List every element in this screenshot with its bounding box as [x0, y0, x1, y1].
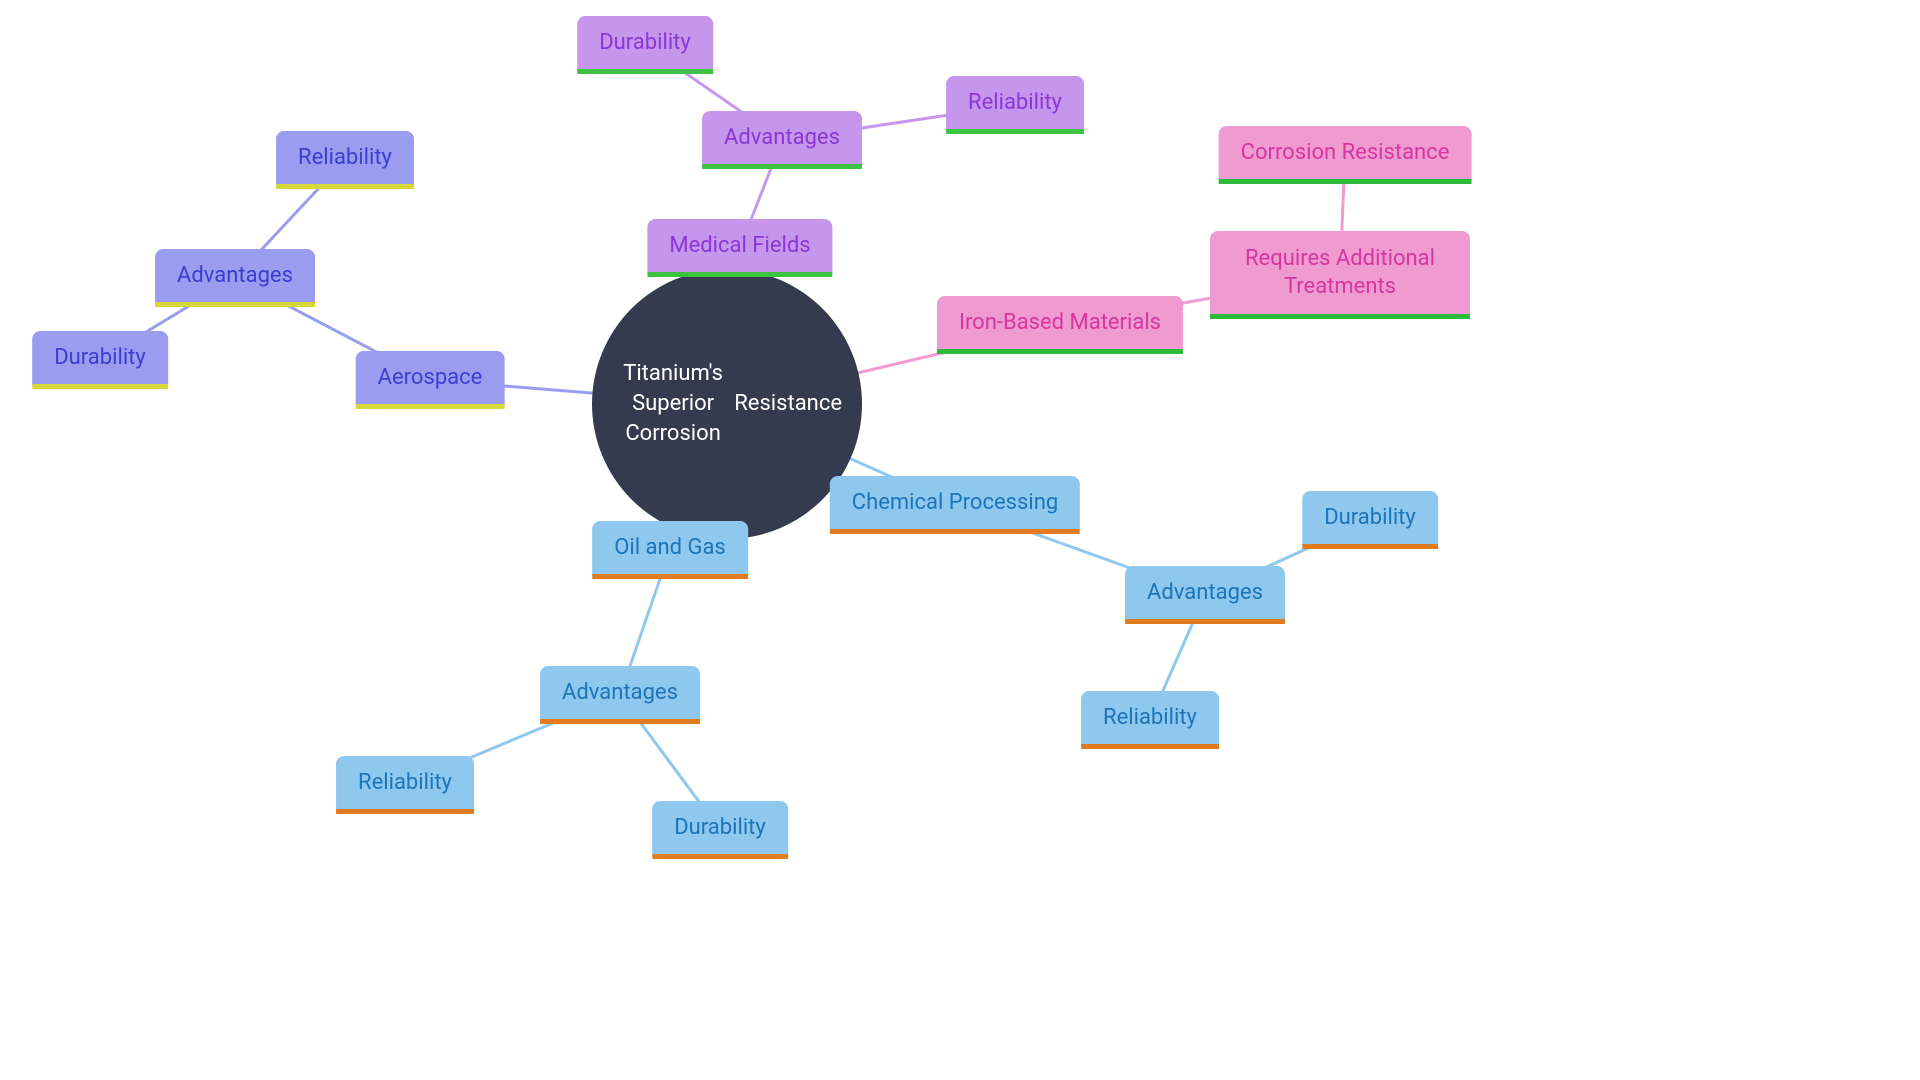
node-aero_adv: Advantages — [155, 249, 315, 307]
node-oil: Oil and Gas — [592, 521, 748, 579]
node-iron_cor: Corrosion Resistance — [1219, 126, 1472, 184]
node-aero_dur: Durability — [32, 331, 168, 389]
node-chem: Chemical Processing — [830, 476, 1080, 534]
node-chem_adv: Advantages — [1125, 566, 1285, 624]
node-aero: Aerospace — [356, 351, 505, 409]
node-med: Medical Fields — [647, 219, 832, 277]
node-chem_dur: Durability — [1302, 491, 1438, 549]
mindmap-canvas: Titanium's Superior CorrosionResistance A… — [0, 0, 1920, 1080]
node-chem_rel: Reliability — [1081, 691, 1219, 749]
node-iron: Iron-Based Materials — [937, 296, 1183, 354]
center-node: Titanium's Superior CorrosionResistance — [592, 269, 862, 539]
node-med_adv: Advantages — [702, 111, 862, 169]
node-med_dur: Durability — [577, 16, 713, 74]
node-oil_rel: Reliability — [336, 756, 474, 814]
node-med_rel: Reliability — [946, 76, 1084, 134]
node-oil_adv: Advantages — [540, 666, 700, 724]
node-aero_rel: Reliability — [276, 131, 414, 189]
node-iron_req: Requires AdditionalTreatments — [1210, 231, 1470, 319]
node-oil_dur: Durability — [652, 801, 788, 859]
